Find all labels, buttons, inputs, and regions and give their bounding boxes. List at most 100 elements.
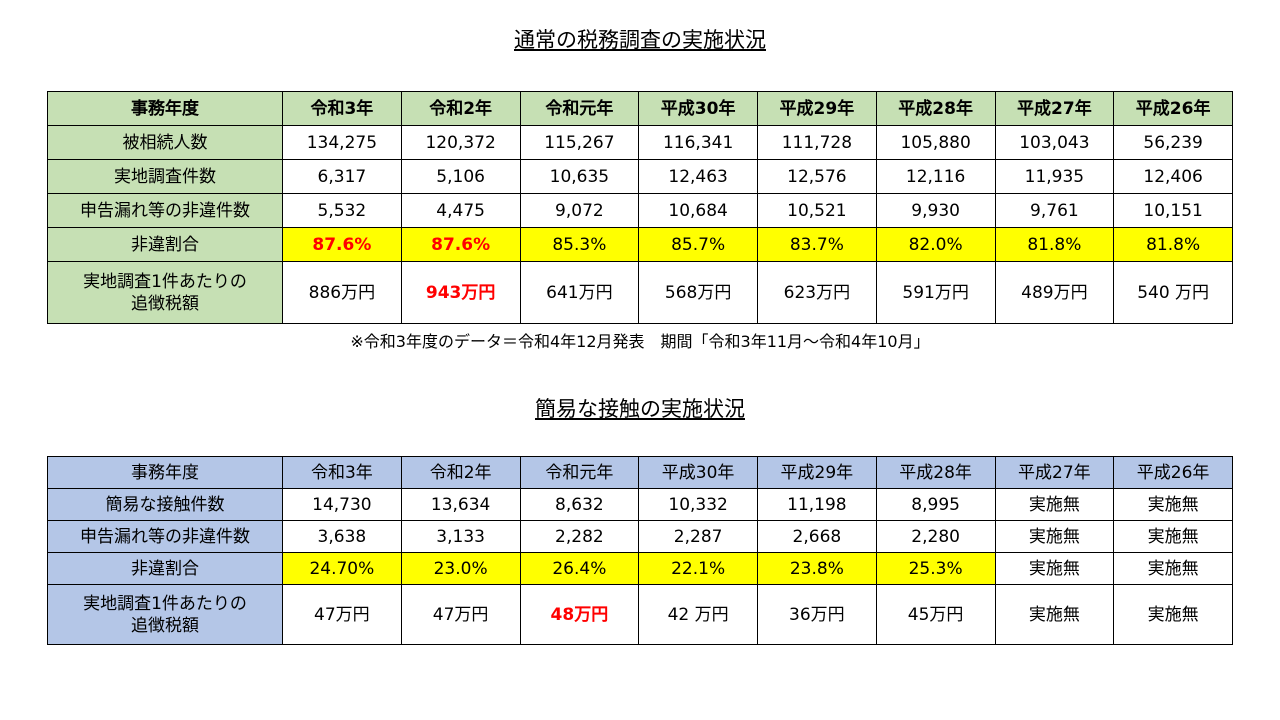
- cell: 42 万円: [638, 584, 758, 645]
- cell: 81.8%: [1113, 227, 1233, 262]
- header-row: 事務年度 令和3年 令和2年 令和元年 平成30年 平成29年 平成28年 平成27年 平成26…: [47, 91, 1233, 126]
- cell: 83.7%: [757, 227, 877, 262]
- cell: 23.8%: [757, 552, 877, 585]
- cell: 105,880: [875, 125, 996, 160]
- cell: 591万円: [875, 261, 996, 324]
- cell: 9,761: [994, 193, 1115, 228]
- cell: 10,151: [1113, 193, 1233, 228]
- cell: 3,133: [400, 520, 521, 553]
- row-label: 非違割合: [47, 552, 283, 585]
- cell: 13,634: [400, 488, 521, 521]
- row-label: 実地調査件数: [47, 159, 283, 194]
- header-cell: 事務年度: [47, 91, 283, 126]
- cell: 11,198: [757, 488, 877, 521]
- table: 事務年度 令和3年 令和2年 令和元年 平成30年 平成29年 平成28年 平成27年 平成26…: [47, 91, 1233, 324]
- header-cell: 事務年度: [47, 456, 283, 489]
- cell: 87.6%: [282, 227, 402, 262]
- cell: 12,406: [1113, 159, 1233, 194]
- header-cell: 令和3年: [282, 456, 402, 489]
- cell: 4,475: [400, 193, 521, 228]
- cell: 56,239: [1113, 125, 1233, 160]
- cell: 14,730: [282, 488, 402, 521]
- cell: 886万円: [282, 261, 402, 324]
- cell: 実施無: [994, 488, 1115, 521]
- row: 実地調査1件あたりの 追徴税額 886万円 943万円 641万円 568万円 623万円…: [47, 261, 1233, 324]
- cell: 489万円: [994, 261, 1115, 324]
- cell: 111,728: [757, 125, 877, 160]
- cell: 87.6%: [400, 227, 521, 262]
- cell: 6,317: [282, 159, 402, 194]
- cell: 943万円: [400, 261, 521, 324]
- header-cell: 平成28年: [875, 456, 996, 489]
- header-cell: 平成26年: [1113, 91, 1233, 126]
- cell: 623万円: [757, 261, 877, 324]
- row-label: 申告漏れ等の非違件数: [47, 193, 283, 228]
- cell: 540 万円: [1113, 261, 1233, 324]
- cell: 実施無: [1113, 488, 1233, 521]
- cell: 23.0%: [400, 552, 521, 585]
- cell: 実施無: [1113, 584, 1233, 645]
- header-cell: 平成29年: [757, 456, 877, 489]
- row: 申告漏れ等の非違件数 5,532 4,475 9,072 10,684 10,521 9,9…: [47, 193, 1233, 228]
- cell: 2,668: [757, 520, 877, 553]
- cell: 26.4%: [519, 552, 640, 585]
- row: 申告漏れ等の非違件数 3,638 3,133 2,282 2,287 2,668 2,280…: [47, 520, 1233, 553]
- row: 簡易な接触件数 14,730 13,634 8,632 10,332 11,198 8,99…: [47, 488, 1233, 521]
- header-cell: 平成29年: [757, 91, 877, 126]
- cell: 実施無: [1113, 520, 1233, 553]
- cell: 実施無: [994, 520, 1115, 553]
- row-label: 被相続人数: [47, 125, 283, 160]
- row: 被相続人数 134,275 120,372 115,267 116,341 111,728…: [47, 125, 1233, 160]
- cell: 実施無: [994, 552, 1115, 585]
- row-label: 申告漏れ等の非違件数: [47, 520, 283, 553]
- row-label: 簡易な接触件数: [47, 488, 283, 521]
- header-cell: 平成26年: [1113, 456, 1233, 489]
- cell: 9,072: [519, 193, 640, 228]
- header-cell: 令和3年: [282, 91, 402, 126]
- cell: 実施無: [994, 584, 1115, 645]
- cell: 12,116: [875, 159, 996, 194]
- cell: 47万円: [282, 584, 402, 645]
- cell: 12,463: [638, 159, 758, 194]
- cell: 実施無: [1113, 552, 1233, 585]
- header-row: 事務年度 令和3年 令和2年 令和元年 平成30年 平成29年 平成28年 平成27年 平成26…: [47, 456, 1233, 489]
- title-text: 通常の税務調査の実施状況: [514, 28, 766, 52]
- cell: 116,341: [638, 125, 758, 160]
- header-cell: 平成30年: [638, 456, 758, 489]
- cell: 36万円: [757, 584, 877, 645]
- cell: 48万円: [519, 584, 640, 645]
- title: 簡易な接触の実施状況: [0, 393, 1280, 423]
- header-cell: 令和元年: [519, 456, 640, 489]
- cell: 11,935: [994, 159, 1115, 194]
- cell: 47万円: [400, 584, 521, 645]
- cell: 3,638: [282, 520, 402, 553]
- title: 通常の税務調査の実施状況: [0, 24, 1280, 54]
- cell: 641万円: [519, 261, 640, 324]
- header-cell: 令和2年: [400, 456, 521, 489]
- cell: 25.3%: [875, 552, 996, 585]
- cell: 2,282: [519, 520, 640, 553]
- cell: 85.7%: [638, 227, 758, 262]
- header-cell: 令和2年: [400, 91, 521, 126]
- header-cell: 平成30年: [638, 91, 758, 126]
- cell: 9,930: [875, 193, 996, 228]
- cell: 24.70%: [282, 552, 402, 585]
- cell: 5,532: [282, 193, 402, 228]
- cell: 82.0%: [875, 227, 996, 262]
- cell: 45万円: [875, 584, 996, 645]
- cell: 134,275: [282, 125, 402, 160]
- cell: 10,635: [519, 159, 640, 194]
- cell: 10,332: [638, 488, 758, 521]
- row: 非違割合 87.6% 87.6% 85.3% 85.7% 83.7% 82.0% 81.8% 8…: [47, 227, 1233, 262]
- cell: 2,287: [638, 520, 758, 553]
- cell: 8,632: [519, 488, 640, 521]
- cell: 115,267: [519, 125, 640, 160]
- row: 非違割合 24.70% 23.0% 26.4% 22.1% 23.8% 25.3% 実施無 実施…: [47, 552, 1233, 585]
- row-label: 実地調査1件あたりの 追徴税額: [47, 584, 283, 645]
- cell: 103,043: [994, 125, 1115, 160]
- table: 事務年度 令和3年 令和2年 令和元年 平成30年 平成29年 平成28年 平成27年 平成26…: [47, 456, 1233, 645]
- note: ※令和3年度のデータ＝令和4年12月発表 期間「令和3年11月～令和4年10月」: [350, 332, 930, 351]
- row: 実地調査件数 6,317 5,106 10,635 12,463 12,576 12,116…: [47, 159, 1233, 194]
